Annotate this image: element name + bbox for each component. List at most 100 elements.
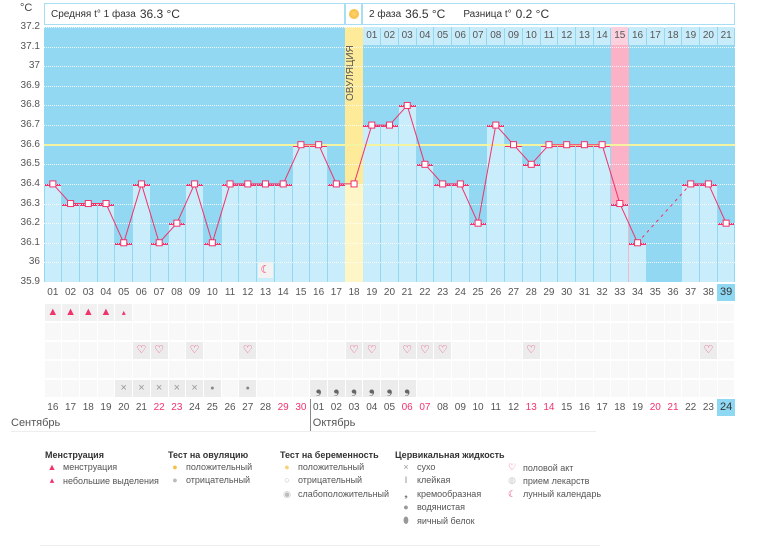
day-cell[interactable] bbox=[257, 342, 274, 359]
day-cell[interactable] bbox=[469, 304, 487, 321]
temperature-point[interactable] bbox=[527, 160, 535, 168]
day-cell[interactable] bbox=[540, 304, 558, 321]
day-cell[interactable] bbox=[115, 323, 133, 340]
calendar-date[interactable]: 20 bbox=[649, 402, 661, 413]
temperature-point[interactable] bbox=[492, 121, 500, 129]
cycle-day-number[interactable]: 03 bbox=[82, 287, 94, 298]
temperature-point[interactable] bbox=[155, 239, 163, 247]
day-cell[interactable] bbox=[186, 304, 203, 321]
temperature-point[interactable] bbox=[226, 180, 234, 188]
cycle-day-number[interactable]: 17 bbox=[330, 287, 342, 298]
day-cell[interactable] bbox=[593, 342, 611, 359]
heart-icon[interactable]: ♡ bbox=[239, 342, 257, 359]
temperature-point[interactable] bbox=[315, 141, 323, 149]
temperature-point[interactable] bbox=[297, 141, 305, 149]
day-cell[interactable] bbox=[133, 323, 150, 340]
day-cell[interactable] bbox=[257, 323, 274, 340]
watery-icon[interactable]: ● bbox=[203, 380, 221, 397]
temperature-point[interactable] bbox=[368, 121, 376, 129]
day-cell[interactable] bbox=[664, 342, 682, 359]
cycle-day-number[interactable]: 01 bbox=[47, 287, 59, 298]
temperature-point[interactable] bbox=[191, 180, 199, 188]
temperature-point[interactable] bbox=[208, 239, 216, 247]
day-cell[interactable] bbox=[452, 342, 469, 359]
day-cell[interactable] bbox=[682, 323, 700, 340]
calendar-date[interactable]: 21 bbox=[135, 402, 147, 413]
day-cell[interactable] bbox=[611, 304, 629, 321]
day-cell[interactable] bbox=[629, 342, 646, 359]
day-cell[interactable] bbox=[717, 342, 735, 359]
menstruation-icon[interactable]: ▲ bbox=[44, 304, 62, 321]
cycle-day-number[interactable]: 11 bbox=[224, 287, 236, 298]
temperature-point[interactable] bbox=[137, 180, 145, 188]
heart-icon[interactable]: ♡ bbox=[700, 342, 717, 359]
cycle-day-number[interactable]: 02 bbox=[64, 287, 77, 298]
temperature-point[interactable] bbox=[403, 101, 411, 109]
calendar-date[interactable]: 18 bbox=[614, 402, 626, 413]
cycle-day-number[interactable]: 21 bbox=[401, 287, 413, 298]
dry-icon[interactable]: × bbox=[150, 380, 168, 397]
day-cell[interactable] bbox=[168, 323, 186, 340]
day-cell[interactable] bbox=[363, 323, 381, 340]
cycle-day-number[interactable]: 31 bbox=[578, 287, 590, 298]
cycle-day-number[interactable]: 30 bbox=[561, 287, 573, 298]
calendar-date[interactable]: 23 bbox=[702, 402, 714, 413]
temperature-point[interactable] bbox=[102, 200, 110, 208]
calendar-date[interactable]: 05 bbox=[383, 402, 396, 413]
day-cell[interactable] bbox=[274, 323, 292, 340]
day-cell[interactable] bbox=[434, 323, 451, 340]
day-cell[interactable] bbox=[469, 380, 487, 397]
cycle-day-number[interactable]: 18 bbox=[348, 287, 360, 298]
temperature-point[interactable] bbox=[598, 141, 606, 149]
day-cell[interactable] bbox=[416, 304, 434, 321]
day-cell[interactable] bbox=[576, 323, 593, 340]
day-cell[interactable] bbox=[257, 361, 274, 378]
creamy-icon[interactable]: ❟ bbox=[345, 380, 363, 397]
day-cell[interactable] bbox=[416, 361, 434, 378]
day-cell[interactable] bbox=[345, 323, 363, 340]
menstruation-icon[interactable]: ▲ bbox=[97, 304, 115, 321]
calendar-date[interactable]: 11 bbox=[490, 402, 501, 413]
day-cell[interactable] bbox=[239, 304, 257, 321]
calendar-date[interactable]: 19 bbox=[100, 402, 112, 413]
calendar-date[interactable]: 24 bbox=[717, 399, 735, 416]
day-cell[interactable] bbox=[522, 361, 540, 378]
cycle-day-number[interactable]: 33 bbox=[614, 287, 626, 298]
day-cell[interactable] bbox=[522, 380, 540, 397]
day-cell[interactable] bbox=[150, 361, 168, 378]
calendar-date[interactable]: 17 bbox=[64, 402, 77, 413]
day-cell[interactable] bbox=[664, 380, 682, 397]
cycle-day-number[interactable]: 06 bbox=[135, 287, 147, 298]
calendar-date[interactable]: 21 bbox=[667, 402, 679, 413]
day-cell[interactable] bbox=[203, 323, 221, 340]
temperature-point[interactable] bbox=[173, 219, 181, 227]
day-cell[interactable] bbox=[168, 361, 186, 378]
day-cell[interactable] bbox=[221, 361, 239, 378]
day-cell[interactable] bbox=[203, 361, 221, 378]
day-cell[interactable] bbox=[186, 323, 203, 340]
day-cell[interactable] bbox=[97, 361, 115, 378]
calendar-date[interactable]: 06 bbox=[401, 402, 413, 413]
calendar-date[interactable]: 20 bbox=[118, 402, 130, 413]
day-cell[interactable] bbox=[44, 342, 62, 359]
day-cell[interactable] bbox=[79, 380, 97, 397]
dry-icon[interactable]: × bbox=[133, 380, 150, 397]
day-cell[interactable] bbox=[700, 361, 717, 378]
day-cell[interactable] bbox=[97, 342, 115, 359]
day-cell[interactable] bbox=[150, 323, 168, 340]
calendar-date[interactable]: 17 bbox=[596, 402, 608, 413]
day-cell[interactable] bbox=[646, 380, 664, 397]
calendar-date[interactable]: 24 bbox=[189, 402, 201, 413]
day-cell[interactable] bbox=[629, 361, 646, 378]
day-cell[interactable] bbox=[381, 304, 398, 321]
temperature-point[interactable] bbox=[545, 141, 553, 149]
day-cell[interactable] bbox=[452, 361, 469, 378]
day-cell[interactable] bbox=[345, 361, 363, 378]
dry-icon[interactable]: × bbox=[115, 380, 133, 397]
day-cell[interactable] bbox=[540, 380, 558, 397]
temperature-point[interactable] bbox=[687, 180, 695, 188]
cycle-day-number[interactable]: 05 bbox=[118, 287, 130, 298]
cycle-day-number[interactable]: 25 bbox=[472, 287, 484, 298]
day-cell[interactable] bbox=[505, 323, 522, 340]
day-cell[interactable] bbox=[381, 342, 398, 359]
